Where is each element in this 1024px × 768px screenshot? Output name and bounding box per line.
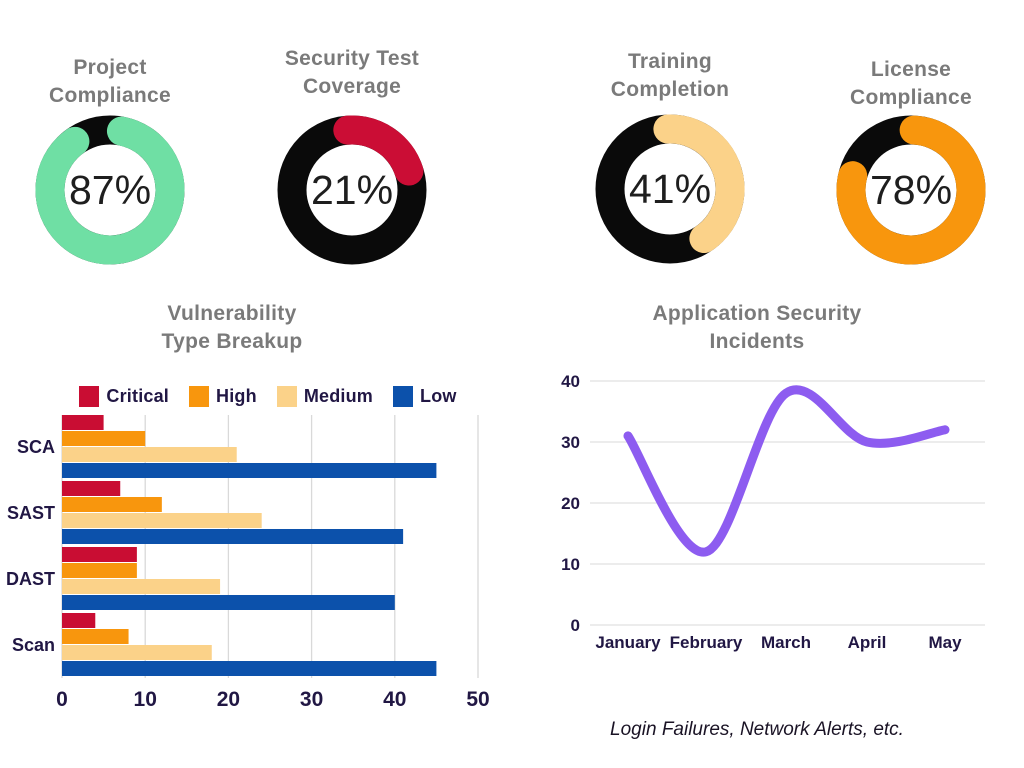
donut-ring xyxy=(836,115,986,265)
donut-chart-security-test-coverage: 21% xyxy=(277,115,427,265)
donut-value-label: 41% xyxy=(628,165,712,212)
donut-title-project-compliance: Project Compliance xyxy=(48,56,172,107)
donut-ring xyxy=(595,114,745,264)
donut-chart-project-compliance: 87% xyxy=(35,115,185,265)
svg-text:May: May xyxy=(928,633,962,652)
legend-swatch-critical-icon xyxy=(79,386,100,407)
bar-chart-title: Vulnerability Type Breakup xyxy=(161,302,303,353)
donut-chart-license-compliance: 78% xyxy=(836,115,986,265)
legend-label-low: Low xyxy=(420,386,457,406)
legend-item-low: Low xyxy=(393,386,457,407)
legend-swatch-high-icon xyxy=(189,386,210,407)
line-chart-caption: Login Failures, Network Alerts, etc. xyxy=(610,719,904,740)
donut-title-training-completion: Training Completion xyxy=(610,50,730,101)
svg-text:SAST: SAST xyxy=(7,503,55,523)
line-chart-title: Application Security Incidents xyxy=(652,302,862,353)
svg-text:10: 10 xyxy=(134,688,157,711)
donut-title-license-compliance: License Compliance xyxy=(849,58,973,109)
svg-text:Scan: Scan xyxy=(12,635,55,655)
legend-label-high: High xyxy=(216,386,257,406)
svg-text:0: 0 xyxy=(571,616,580,635)
legend-swatch-medium-icon xyxy=(276,386,297,407)
legend-item-critical: Critical xyxy=(79,386,169,407)
donut-ring xyxy=(35,115,185,265)
svg-text:20: 20 xyxy=(217,688,240,711)
legend-label-critical: Critical xyxy=(106,386,170,406)
svg-text:0: 0 xyxy=(56,688,68,711)
donut-chart-training-completion: 41% xyxy=(595,114,745,264)
svg-text:30: 30 xyxy=(300,688,323,711)
legend-item-high: High xyxy=(189,386,257,407)
legend-swatch-low-icon xyxy=(393,386,414,407)
svg-text:40: 40 xyxy=(561,372,580,391)
svg-text:DAST: DAST xyxy=(6,569,55,589)
bar-chart: 0 10 20 30 40 50 SCA SAST DAST Scan xyxy=(6,415,490,711)
svg-text:April: April xyxy=(848,633,887,652)
svg-text:40: 40 xyxy=(383,688,406,711)
donut-value-label: 78% xyxy=(869,166,953,213)
legend-label-medium: Medium xyxy=(303,386,374,406)
donut-ring xyxy=(277,115,427,265)
svg-text:February: February xyxy=(670,633,743,652)
donut-value-label: 21% xyxy=(310,166,394,213)
donut-value-label: 87% xyxy=(68,166,152,213)
bar-chart-legend: Critical High Medium Low xyxy=(18,386,518,407)
svg-text:30: 30 xyxy=(561,433,580,452)
svg-text:January: January xyxy=(595,633,661,652)
svg-text:50: 50 xyxy=(466,688,489,711)
donut-title-security-test-coverage: Security Test Coverage xyxy=(284,47,420,98)
svg-text:10: 10 xyxy=(561,555,580,574)
svg-text:SCA: SCA xyxy=(17,437,55,457)
svg-text:20: 20 xyxy=(561,494,580,513)
line-chart: 40 30 20 10 0 January February March April May xyxy=(561,372,985,652)
legend-item-medium: Medium xyxy=(276,386,374,407)
svg-text:March: March xyxy=(761,633,811,652)
